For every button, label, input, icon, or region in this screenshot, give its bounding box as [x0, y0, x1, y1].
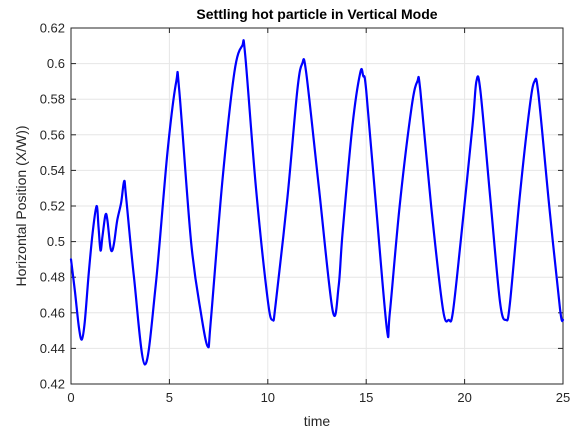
series-line	[69, 39, 565, 366]
y-tick-label: 0.42	[40, 377, 65, 392]
x-tick-label: 0	[67, 390, 74, 405]
axis-ticks: 0 5 10 15 20 25 0.42 0.44 0.46 0.48 0.5 0.52 0.54 0.5…	[40, 21, 571, 406]
x-axis-title: time	[304, 413, 331, 429]
y-tick-label: 0.44	[40, 341, 65, 356]
y-tick-label: 0.5	[47, 234, 65, 249]
y-tick-label: 0.52	[40, 199, 65, 214]
y-tick-label: 0.56	[40, 127, 65, 142]
y-axis-title: Horizontal Position (X/W))	[13, 125, 29, 286]
y-tick-label: 0.6	[47, 56, 65, 71]
x-tick-label: 15	[359, 390, 373, 405]
y-tick-label: 0.62	[40, 21, 65, 36]
x-tick-label: 20	[457, 390, 471, 405]
x-tick-label: 5	[166, 390, 173, 405]
x-tick-label: 10	[261, 390, 275, 405]
chart-title: Settling hot particle in Vertical Mode	[196, 6, 437, 22]
x-tick-label: 25	[556, 390, 570, 405]
series-layer	[69, 39, 565, 366]
grid-lines	[70, 27, 564, 385]
y-tick-label: 0.58	[40, 92, 65, 107]
y-tick-label: 0.48	[40, 270, 65, 285]
y-tick-label: 0.54	[40, 163, 65, 178]
y-tick-label: 0.46	[40, 305, 65, 320]
